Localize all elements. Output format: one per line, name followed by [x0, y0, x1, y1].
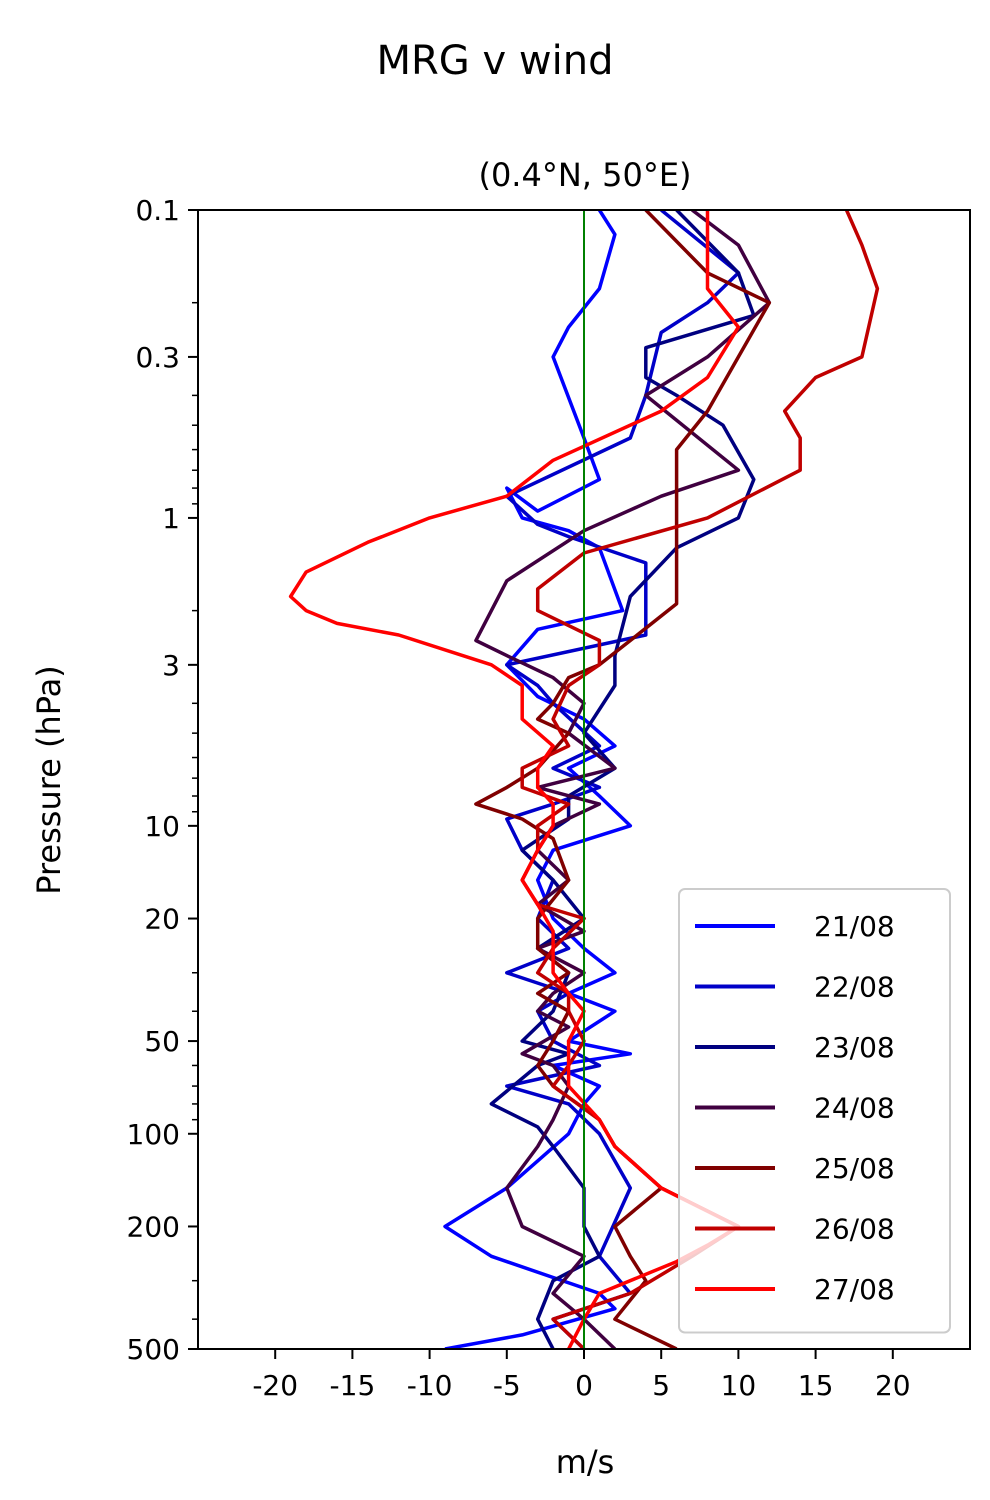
legend-entry-label: 24/08 — [814, 1092, 895, 1125]
plot-frame — [197, 209, 971, 1350]
series-line-23-08 — [489, 210, 756, 1349]
series-line-21-08 — [443, 210, 633, 1349]
x-tick-label: -5 — [493, 1369, 521, 1402]
series-line-22-08 — [505, 210, 741, 1349]
y-axis-label: Pressure (hPa) — [30, 665, 68, 895]
x-tick-label: 0 — [575, 1369, 593, 1402]
y-tick-label: 3 — [162, 649, 180, 682]
x-tick-label: 10 — [721, 1369, 757, 1402]
x-tick-label: 15 — [798, 1369, 834, 1402]
x-axis-label: m/s — [556, 1443, 615, 1481]
x-tick-label: 5 — [652, 1369, 670, 1402]
y-tick-label: 1 — [162, 502, 180, 535]
x-tick-label: 20 — [875, 1369, 911, 1402]
x-tick-label: -10 — [407, 1369, 453, 1402]
y-tick-label: 0.3 — [135, 341, 180, 374]
x-tick-label: -15 — [330, 1369, 376, 1402]
legend-entry-label: 25/08 — [814, 1152, 895, 1185]
y-tick-label: 200 — [127, 1210, 180, 1243]
y-tick-label: 20 — [144, 903, 180, 936]
series-line-27-08 — [288, 210, 741, 1349]
legend-entry-label: 27/08 — [814, 1273, 895, 1306]
y-tick-label: 100 — [127, 1118, 180, 1151]
y-tick-label: 500 — [127, 1333, 180, 1366]
x-tick-label: -20 — [252, 1369, 298, 1402]
legend-box — [678, 888, 951, 1334]
y-tick-label: 10 — [144, 810, 180, 843]
plot-area — [288, 210, 880, 1349]
legend: 21/08 22/08 23/08 24/08 25/08 26/08 27/08 — [678, 888, 951, 1334]
chart-title: MRG v wind — [377, 38, 614, 84]
legend-entry-label: 21/08 — [814, 910, 895, 943]
y-tick-label: 50 — [144, 1025, 180, 1058]
x-axis-ticks: -20 -15 -10 -5 0 5 10 15 20 — [252, 1349, 911, 1402]
y-axis-ticks: 0.1 0.3 1 3 10 20 50 100 200 500 — [127, 194, 198, 1366]
legend-entry-label: 23/08 — [814, 1031, 895, 1064]
chart-subtitle: (0.4°N, 50°E) — [478, 156, 691, 194]
legend-entry-label: 26/08 — [814, 1213, 895, 1246]
legend-entry-label: 22/08 — [814, 971, 895, 1004]
y-tick-label: 0.1 — [135, 194, 180, 227]
